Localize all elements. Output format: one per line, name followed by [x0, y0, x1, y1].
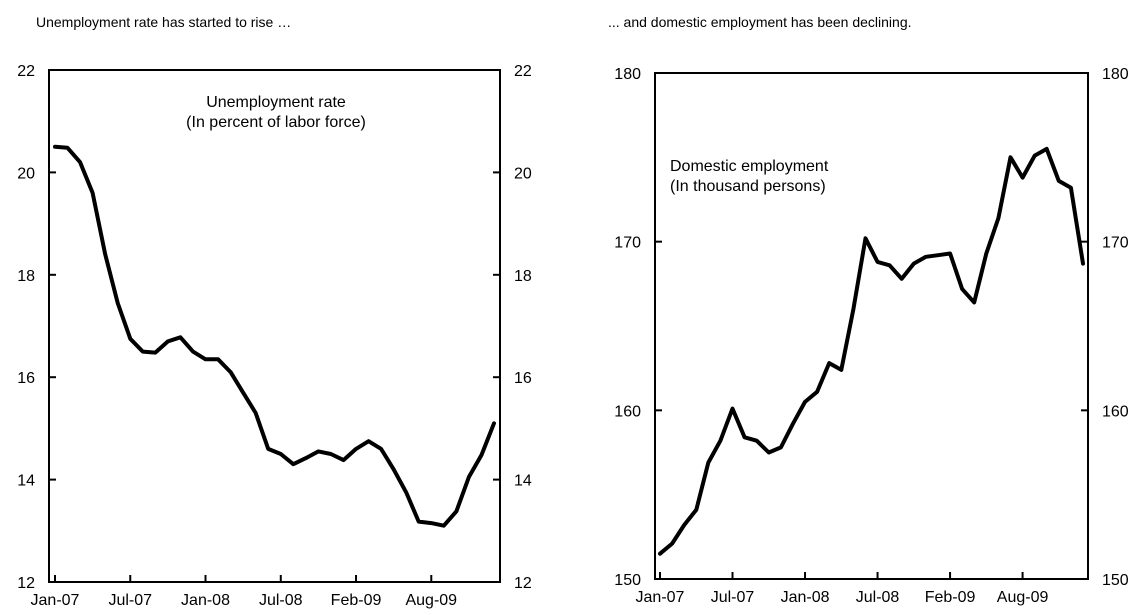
- y-tick-label-right: 160: [1102, 403, 1129, 420]
- y-tick-label-right: 150: [1102, 572, 1129, 589]
- x-tick-label: Jan-07: [31, 592, 80, 609]
- left-panel-heading: Unemployment rate has started to rise …: [36, 14, 292, 30]
- x-tick-label: Jan-08: [181, 592, 230, 609]
- x-tick-label: Aug-09: [405, 592, 457, 609]
- y-tick-label-left: 180: [614, 66, 641, 83]
- chart-annotation: Domestic employment: [670, 158, 829, 175]
- y-tick-label-left: 170: [614, 235, 641, 252]
- y-tick-label-left: 20: [17, 165, 35, 182]
- right-panel-heading: ... and domestic employment has been dec…: [608, 14, 912, 30]
- y-tick-label-right: 170: [1102, 235, 1129, 252]
- chart-annotation: (In thousand persons): [670, 178, 826, 195]
- domestic-employment-chart: 150 150 160 160 170 170 180 180 Jan-07 Jul-07 Jan-…: [614, 66, 1129, 606]
- y-tick-label-left: 14: [17, 473, 35, 490]
- plot-frame: [48, 69, 501, 583]
- series-line: [658, 146, 1085, 556]
- series-line: [53, 144, 496, 528]
- y-tick-label-left: 22: [17, 63, 35, 80]
- x-tick-label: Aug-09: [997, 589, 1049, 606]
- x-tick-label: Jan-07: [636, 589, 685, 606]
- y-tick-label-right: 180: [1102, 66, 1129, 83]
- y-tick-label-right: 16: [514, 370, 532, 387]
- unemployment-rate-chart: 12 12 14 14 16 16 18 18 20 20 22 22 Jan-07 Jul-07 Jan-…: [17, 63, 532, 609]
- x-tick-label: Jul-07: [108, 592, 152, 609]
- y-tick-label-right: 20: [514, 165, 532, 182]
- x-tick-label: Feb-09: [925, 589, 976, 606]
- x-tick-label: Jul-07: [711, 589, 755, 606]
- x-tick-label: Jul-08: [856, 589, 900, 606]
- y-tick-label-right: 18: [514, 268, 532, 285]
- y-tick-label-right: 12: [514, 575, 532, 592]
- plot-frame: [654, 72, 1089, 580]
- y-tick-label-left: 16: [17, 370, 35, 387]
- x-tick-label: Jul-08: [259, 592, 303, 609]
- y-tick-label-left: 160: [614, 403, 641, 420]
- chart-annotation: (In percent of labor force): [186, 114, 366, 131]
- x-tick-label: Jan-08: [781, 589, 830, 606]
- chart-annotation: Unemployment rate: [206, 94, 346, 111]
- y-tick-label-left: 150: [614, 572, 641, 589]
- y-tick-label-right: 22: [514, 63, 532, 80]
- y-tick-label-left: 18: [17, 268, 35, 285]
- x-tick-label: Feb-09: [331, 592, 382, 609]
- y-tick-label-right: 14: [514, 473, 532, 490]
- y-tick-label-left: 12: [17, 575, 35, 592]
